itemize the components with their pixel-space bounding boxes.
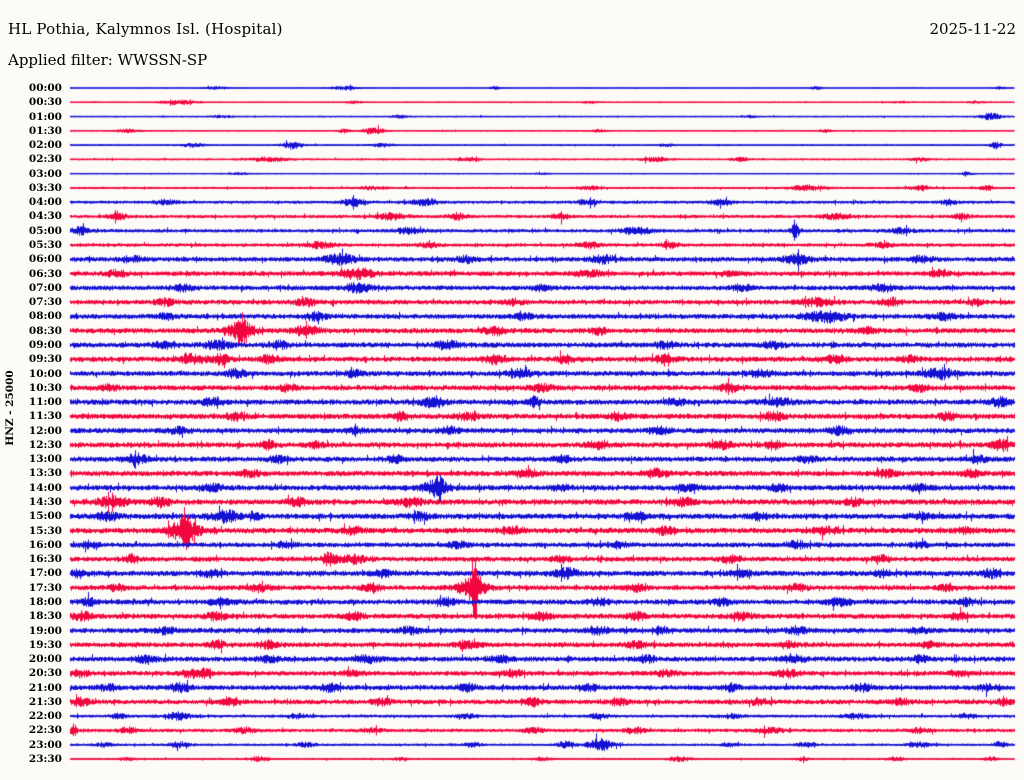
time-label: 01:00 (28, 110, 62, 123)
time-label: 05:00 (28, 224, 62, 237)
time-label: 12:00 (28, 424, 62, 437)
time-label: 22:30 (28, 724, 62, 737)
time-label: 07:00 (28, 281, 62, 294)
time-label: 09:00 (28, 338, 62, 351)
time-label: 02:30 (28, 153, 62, 166)
time-label: 19:00 (28, 624, 62, 637)
time-axis: 00:00 00:30 01:00 01:30 02:00 02:30 03:00 03:30… (0, 0, 63, 780)
time-label: 20:00 (28, 653, 62, 666)
time-label: 04:00 (28, 196, 62, 209)
time-label: 18:30 (28, 610, 62, 623)
time-label: 22:00 (28, 710, 62, 723)
time-label: 23:00 (28, 738, 62, 751)
time-label: 21:30 (28, 695, 62, 708)
time-label: 15:00 (28, 510, 62, 523)
time-label: 15:30 (28, 524, 62, 537)
time-label: 03:30 (28, 181, 62, 194)
time-label: 17:30 (28, 581, 62, 594)
time-label: 05:30 (28, 239, 62, 252)
time-label: 07:30 (28, 296, 62, 309)
time-label: 00:00 (28, 82, 62, 94)
time-label: 19:30 (28, 638, 62, 651)
time-label: 11:00 (28, 396, 62, 409)
time-label: 09:30 (28, 353, 62, 366)
time-label: 11:30 (28, 410, 62, 423)
time-label: 23:30 (28, 753, 62, 766)
time-label: 13:30 (28, 467, 62, 480)
time-label: 06:00 (28, 253, 62, 266)
time-label: 21:00 (28, 681, 62, 694)
time-label: 02:00 (28, 139, 62, 152)
time-label: 04:30 (28, 210, 62, 223)
time-label: 12:30 (28, 438, 62, 451)
time-label: 08:00 (28, 310, 62, 323)
time-label: 01:30 (28, 124, 62, 137)
time-label: 06:30 (28, 267, 62, 280)
time-label: 18:00 (28, 595, 62, 608)
time-label: 16:30 (28, 553, 62, 566)
time-label: 16:00 (28, 538, 62, 551)
time-label: 13:00 (28, 453, 62, 466)
time-label: 14:30 (28, 496, 62, 509)
time-label: 08:30 (28, 324, 62, 337)
time-label: 10:30 (28, 381, 62, 394)
time-label: 14:00 (28, 481, 62, 494)
time-label: 03:00 (28, 167, 62, 180)
time-label: 20:30 (28, 667, 62, 680)
time-label: 10:00 (28, 367, 62, 380)
time-label: 17:00 (28, 567, 62, 580)
date-label: 2025-11-22 (929, 20, 1016, 38)
time-label: 00:30 (28, 96, 62, 109)
